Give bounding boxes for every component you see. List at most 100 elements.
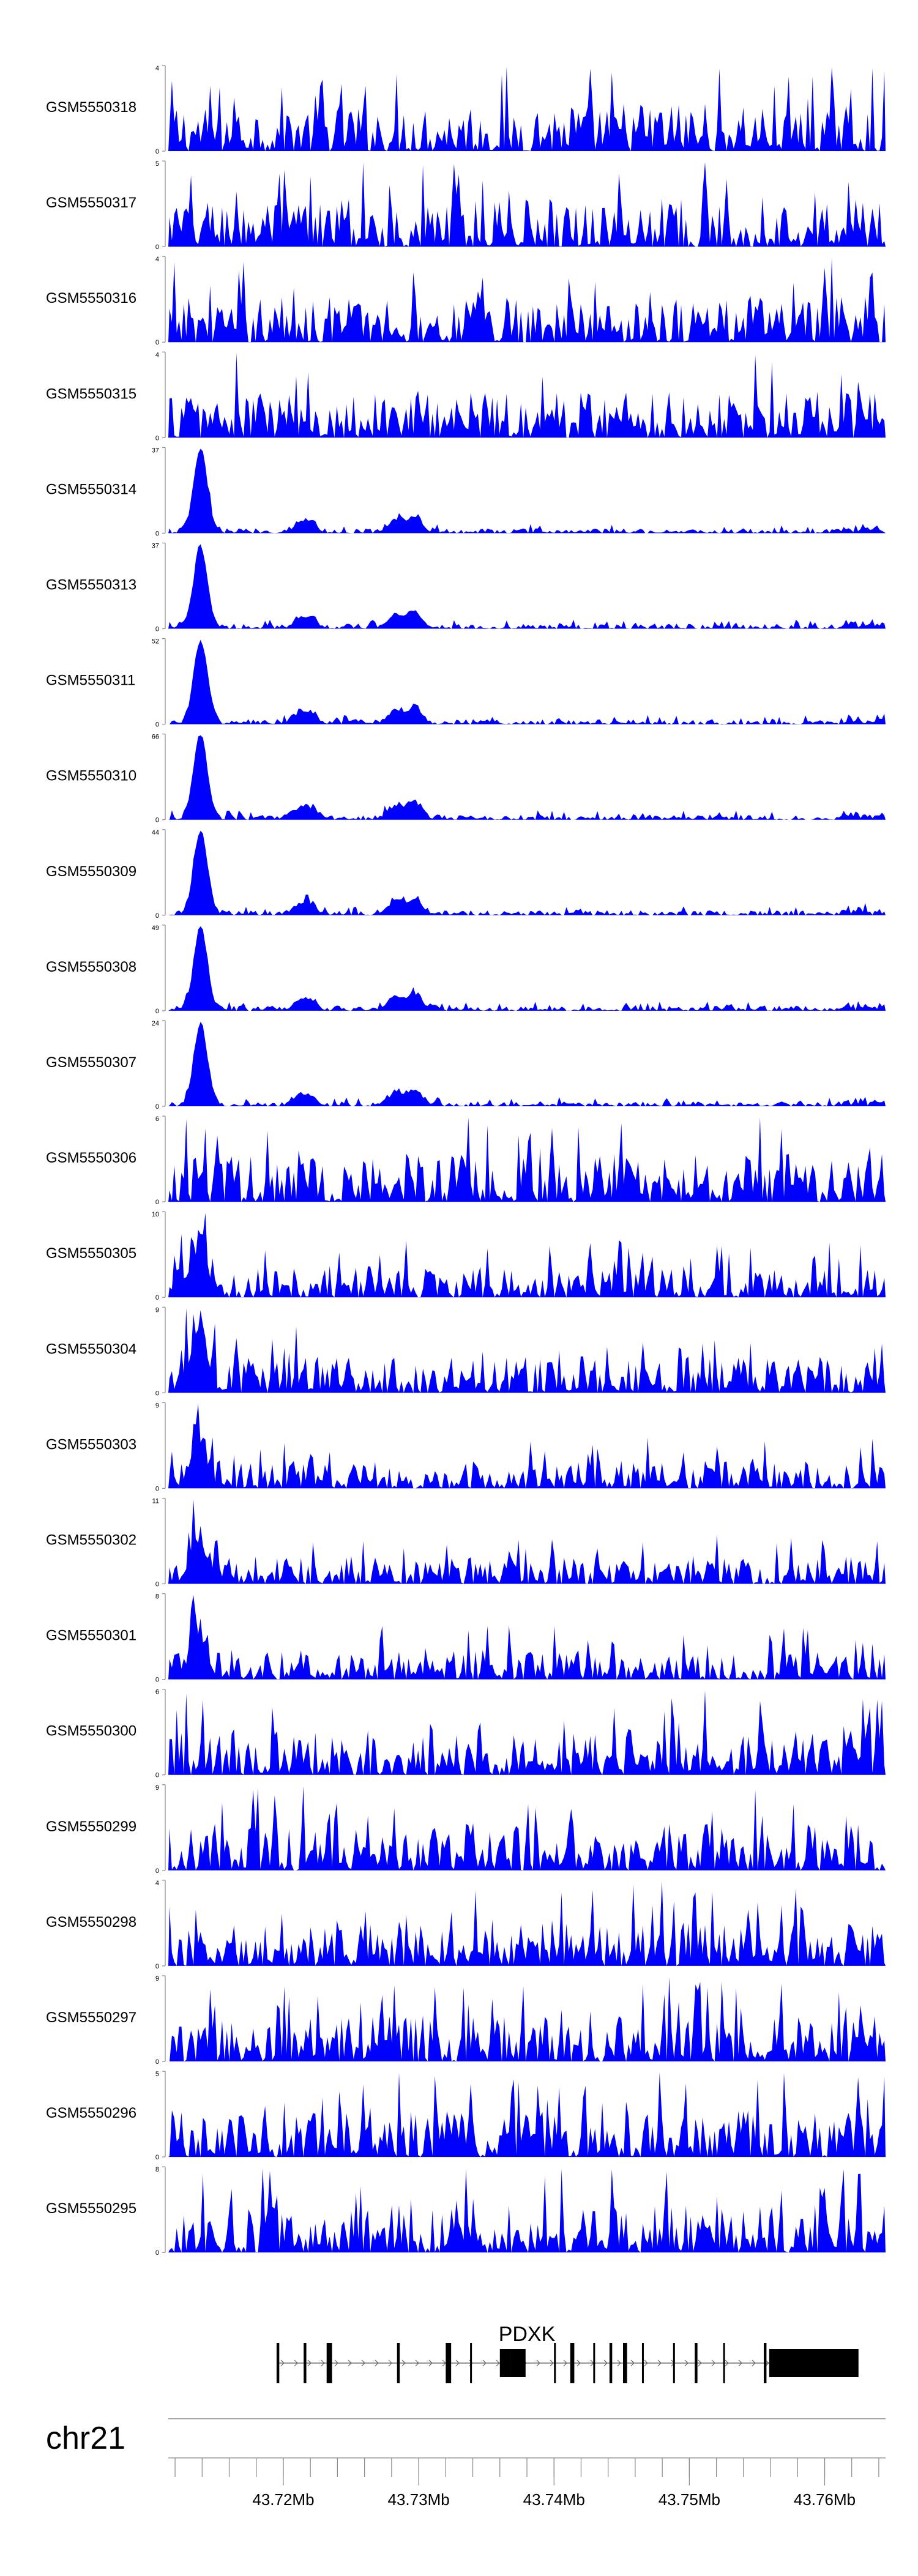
coverage-area	[168, 1404, 886, 1489]
track-label: GSM5550299	[46, 1818, 136, 1835]
strand-arrow	[415, 2359, 419, 2367]
y-max-label: 37	[152, 447, 159, 454]
strand-arrow	[401, 2359, 406, 2367]
exon	[641, 2343, 644, 2383]
strand-arrow	[725, 2359, 729, 2367]
ruler-tick-label: 43.73Mb	[388, 2490, 450, 2509]
gene-name-label: PDXK	[499, 2323, 556, 2346]
y-max-label: 9	[155, 1975, 159, 1982]
coverage-area	[168, 1881, 886, 1966]
coverage-area	[168, 1117, 886, 1202]
track-label: GSM5550300	[46, 1723, 136, 1740]
y-min-label: 0	[155, 1677, 159, 1684]
exon	[510, 2349, 526, 2377]
y-min-label: 0	[155, 148, 159, 155]
coverage-area	[168, 1690, 886, 1775]
coverage-area	[168, 67, 886, 151]
y-max-label: 9	[155, 1784, 159, 1792]
y-max-label: 8	[155, 2166, 159, 2173]
y-min-label: 0	[155, 244, 159, 251]
coverage-area	[168, 162, 886, 247]
track-label: GSM5550316	[46, 290, 136, 307]
chromosome-axis: chr21 43.72Mb 43.73Mb 43.74Mb 43.75Mb 43.76Mb	[46, 2418, 886, 2509]
strand-arrow	[442, 2359, 446, 2367]
exon	[276, 2343, 280, 2383]
strand-arrow	[765, 2359, 769, 2367]
strand-arrow	[738, 2359, 742, 2367]
track-GSM5550310: GSM5550310 66 0	[46, 734, 886, 824]
strand-arrow	[307, 2359, 312, 2367]
y-max-label: 6	[155, 1689, 159, 1696]
track-GSM5550314: GSM5550314 37 0	[46, 447, 886, 537]
track-label: GSM5550298	[46, 1914, 136, 1930]
track-GSM5550295: GSM5550295 8 0	[46, 2166, 886, 2257]
track-label: GSM5550305	[46, 1245, 136, 1262]
track-GSM5550298: GSM5550298 4 0	[46, 1880, 886, 1970]
exon	[623, 2343, 627, 2383]
strand-arrow	[657, 2359, 662, 2367]
coverage-area	[168, 258, 886, 343]
track-label: GSM5550314	[46, 481, 136, 497]
y-min-label: 0	[155, 912, 159, 920]
track-label: GSM5550302	[46, 1532, 136, 1549]
y-min-label: 0	[155, 1963, 159, 1970]
chromosome-label: chr21	[46, 2421, 125, 2456]
y-min-label: 0	[155, 434, 159, 442]
track-GSM5550317: GSM5550317 5 0	[46, 160, 886, 251]
track-label: GSM5550295	[46, 2200, 136, 2217]
y-min-label: 0	[155, 1772, 159, 1779]
track-label: GSM5550303	[46, 1436, 136, 1453]
coverage-area	[168, 1595, 886, 1680]
y-min-label: 0	[155, 721, 159, 729]
y-max-label: 37	[152, 543, 159, 550]
track-GSM5550311: GSM5550311 52 0	[46, 638, 886, 729]
strand-arrow	[348, 2359, 352, 2367]
strand-arrow	[644, 2359, 648, 2367]
y-min-label: 0	[155, 2154, 159, 2161]
exon	[609, 2343, 613, 2383]
track-label: GSM5550297	[46, 2009, 136, 2026]
y-max-label: 24	[152, 1020, 159, 1027]
track-label: GSM5550313	[46, 577, 136, 594]
exon	[470, 2343, 472, 2383]
y-max-label: 52	[152, 638, 159, 646]
y-max-label: 9	[155, 1402, 159, 1409]
strand-arrow	[536, 2359, 540, 2367]
coverage-area	[168, 639, 886, 724]
exon	[593, 2343, 595, 2383]
track-GSM5550315: GSM5550315 4 0	[46, 351, 886, 442]
strand-arrow	[280, 2359, 285, 2367]
track-label: GSM5550304	[46, 1341, 136, 1357]
coverage-area	[168, 1499, 886, 1584]
y-min-label: 0	[155, 817, 159, 824]
exon	[304, 2343, 307, 2383]
y-min-label: 0	[155, 1485, 159, 1492]
track-GSM5550313: GSM5550313 37 0	[46, 543, 886, 633]
y-max-label: 44	[152, 829, 159, 836]
strand-arrow	[684, 2359, 688, 2367]
strand-arrow	[294, 2359, 298, 2367]
y-min-label: 0	[155, 530, 159, 537]
strand-arrow	[428, 2359, 433, 2367]
strand-arrow	[361, 2359, 365, 2367]
coverage-area	[168, 830, 886, 915]
exon	[499, 2349, 511, 2377]
strand-arrow	[482, 2359, 487, 2367]
track-GSM5550318: GSM5550318 4 0	[46, 65, 886, 155]
strand-arrow	[617, 2359, 621, 2367]
exon	[769, 2349, 859, 2377]
coverage-area	[168, 353, 886, 438]
track-GSM5550305: GSM5550305 10 0	[46, 1211, 886, 1301]
y-max-label: 49	[152, 925, 159, 932]
track-label: GSM5550315	[46, 385, 136, 402]
y-max-label: 4	[155, 1880, 159, 1887]
y-min-label: 0	[155, 1581, 159, 1588]
exon	[326, 2343, 332, 2383]
track-label: GSM5550308	[46, 959, 136, 975]
y-min-label: 0	[155, 2058, 159, 2066]
y-min-label: 0	[155, 339, 159, 346]
exon	[554, 2343, 556, 2383]
track-label: GSM5550307	[46, 1054, 136, 1071]
track-label: GSM5550296	[46, 2105, 136, 2121]
